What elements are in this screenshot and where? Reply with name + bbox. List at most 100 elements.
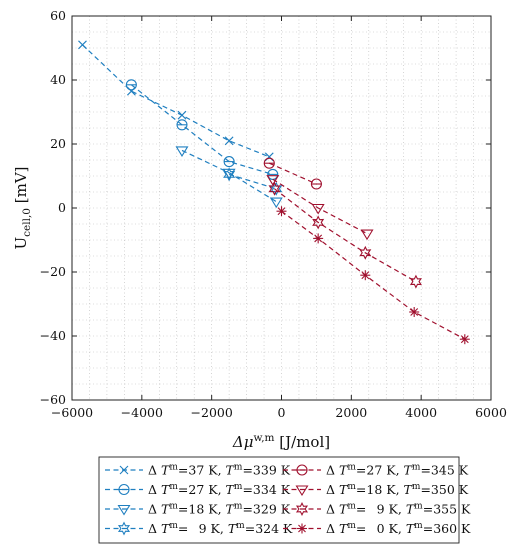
legend-entry: Δ Tm=27 K, Tm=334 K bbox=[105, 482, 291, 497]
legend-entry: Δ Tm= 9 K, Tm=324 K bbox=[105, 521, 293, 536]
legend-label: Δ Tm= 9 K, Tm=355 K bbox=[326, 502, 471, 517]
series-5 bbox=[263, 157, 322, 190]
data-point bbox=[360, 229, 374, 241]
x-tick-label: 0 bbox=[278, 405, 286, 420]
data-point bbox=[266, 175, 280, 186]
data-point bbox=[263, 157, 275, 169]
marker-stroke bbox=[119, 465, 129, 475]
marker-stroke bbox=[298, 524, 306, 533]
x-tick-label: −4000 bbox=[121, 405, 163, 420]
y-tick-label: 40 bbox=[50, 72, 66, 87]
data-point bbox=[175, 146, 189, 157]
legend-box bbox=[98, 456, 460, 544]
marker-triangle bbox=[360, 229, 374, 241]
y-tick-label: 0 bbox=[58, 200, 66, 215]
x-tick-label: 6000 bbox=[475, 405, 507, 420]
legend-label: Δ Tm=18 K, Tm=350 K bbox=[326, 482, 469, 497]
legend: Δ Tm=37 K, Tm=339 K Δ Tm=27 K, Tm=345 K Δ … bbox=[98, 456, 471, 544]
series-8 bbox=[276, 206, 470, 345]
marker-stroke bbox=[78, 40, 87, 50]
y-tick-label: −20 bbox=[40, 264, 66, 279]
data-point bbox=[310, 178, 322, 190]
data-point bbox=[313, 233, 324, 244]
data-point bbox=[409, 307, 420, 317]
marker-triangle bbox=[295, 485, 309, 497]
data-point bbox=[223, 156, 235, 168]
axes: −6000 −4000 −2000 0 2000 4000 6000 −60 −40 −20 0 20… bbox=[12, 8, 507, 451]
data-point bbox=[459, 334, 470, 345]
marker-stroke bbox=[177, 110, 187, 120]
legend-entry: Δ Tm=37 K, Tm=339 K bbox=[105, 463, 291, 478]
marker-hexagram bbox=[359, 245, 372, 260]
data-point bbox=[268, 181, 281, 196]
series-1 bbox=[78, 40, 274, 162]
legend-entry: Δ Tm=18 K, Tm=329 K bbox=[105, 502, 291, 517]
legend-marker bbox=[119, 465, 129, 475]
marker-triangle bbox=[117, 504, 131, 516]
marker-triangle bbox=[175, 146, 189, 157]
series-2 bbox=[125, 79, 279, 180]
legend-label: Δ Tm=27 K, Tm=345 K bbox=[326, 463, 469, 478]
y-tick-label: 20 bbox=[50, 136, 66, 151]
legend-entry: Δ Tm= 0 K, Tm=360 K bbox=[283, 521, 471, 536]
y-axis-label: Ucell,0 [mV] bbox=[12, 166, 33, 249]
series-line bbox=[272, 178, 368, 235]
marker-stroke bbox=[361, 271, 370, 280]
x-tick-label: −2000 bbox=[191, 405, 233, 420]
series-line bbox=[181, 149, 277, 203]
marker-stroke bbox=[460, 335, 469, 344]
marker-stroke bbox=[277, 207, 286, 216]
data-point bbox=[223, 167, 236, 182]
legend-marker bbox=[296, 464, 308, 476]
marker-stroke bbox=[224, 136, 234, 146]
data-point bbox=[359, 245, 372, 260]
legend-label: Δ Tm=18 K, Tm=329 K bbox=[148, 502, 291, 517]
data-point bbox=[311, 203, 325, 215]
data-point bbox=[409, 274, 422, 289]
legend-label: Δ Tm=37 K, Tm=339 K bbox=[148, 463, 291, 478]
legend-marker bbox=[295, 502, 309, 516]
marker-hexagram bbox=[312, 215, 325, 230]
marker-hexagram bbox=[295, 502, 309, 516]
data-point bbox=[125, 79, 137, 91]
x-tick-label: 4000 bbox=[405, 405, 437, 420]
marker-hexagram bbox=[117, 521, 131, 536]
marker-hexagram bbox=[223, 167, 236, 182]
series-6 bbox=[266, 175, 374, 241]
data-point bbox=[269, 197, 283, 209]
marker-stroke bbox=[314, 234, 323, 243]
marker-stroke bbox=[410, 308, 419, 316]
legend-label: Δ Tm= 9 K, Tm=324 K bbox=[148, 521, 293, 536]
y-tick-label: −40 bbox=[40, 328, 66, 343]
series-line bbox=[274, 188, 417, 283]
data-point bbox=[224, 136, 234, 146]
marker-triangle bbox=[266, 175, 280, 186]
marker-hexagram bbox=[268, 181, 281, 196]
data-point bbox=[312, 215, 325, 230]
legend-entry: Δ Tm=27 K, Tm=345 K bbox=[283, 463, 469, 478]
data-point bbox=[176, 119, 188, 131]
data-point bbox=[360, 270, 371, 281]
series-line bbox=[269, 162, 317, 185]
grid bbox=[72, 16, 491, 400]
y-tick-label: −60 bbox=[40, 392, 66, 407]
legend-marker bbox=[117, 504, 131, 516]
marker-triangle bbox=[269, 197, 283, 209]
legend-label: Δ Tm=27 K, Tm=334 K bbox=[148, 482, 291, 497]
y-tick-label: 60 bbox=[50, 8, 66, 23]
x-tick-label: −6000 bbox=[51, 405, 93, 420]
series-7 bbox=[268, 181, 422, 289]
x-tick-label: 2000 bbox=[335, 405, 367, 420]
series-line bbox=[130, 84, 273, 175]
legend-label: Δ Tm= 0 K, Tm=360 K bbox=[326, 521, 471, 536]
series-layer bbox=[78, 40, 470, 345]
series-3 bbox=[175, 146, 283, 209]
legend-entry: Δ Tm= 9 K, Tm=355 K bbox=[283, 502, 471, 517]
legend-marker bbox=[118, 483, 130, 496]
marker-triangle bbox=[311, 203, 325, 215]
data-point bbox=[276, 206, 287, 217]
legend-entry: Δ Tm=18 K, Tm=350 K bbox=[283, 482, 469, 497]
marker-hexagram bbox=[409, 274, 422, 289]
data-point bbox=[78, 40, 87, 50]
